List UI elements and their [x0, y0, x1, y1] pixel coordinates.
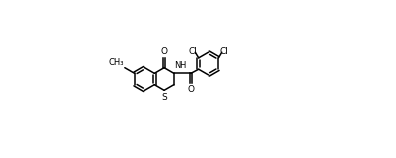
- Text: CH₃: CH₃: [108, 58, 124, 67]
- Text: S: S: [161, 93, 167, 102]
- Text: H: H: [179, 61, 186, 70]
- Text: O: O: [187, 85, 194, 94]
- Text: N: N: [174, 61, 181, 70]
- Text: Cl: Cl: [188, 47, 197, 56]
- Text: Cl: Cl: [220, 47, 229, 56]
- Text: O: O: [160, 47, 168, 56]
